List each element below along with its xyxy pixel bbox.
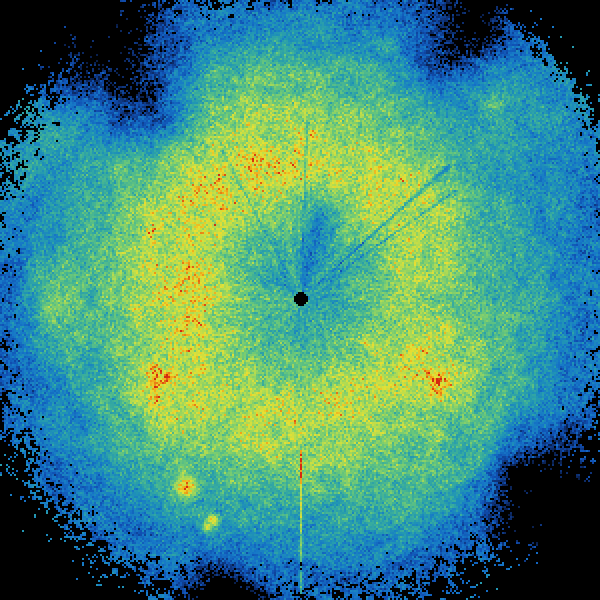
radar-reflectivity-plot[interactable] [0, 0, 600, 600]
radar-display-viewport[interactable] [0, 0, 600, 600]
